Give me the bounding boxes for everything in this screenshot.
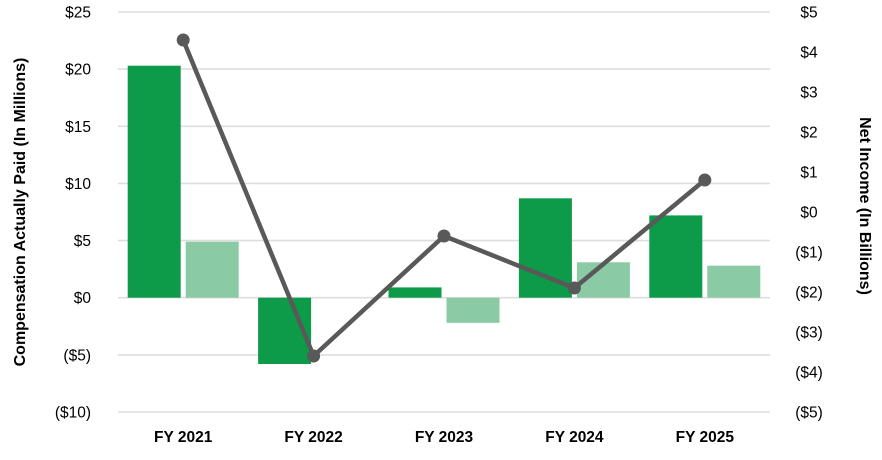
line-gray-marker — [176, 33, 190, 47]
right-axis-tick-label: ($5) — [795, 405, 823, 422]
x-axis-category-label: FY 2022 — [284, 429, 342, 446]
bars-light-green-bar — [446, 297, 500, 323]
left-axis-tick-label: $5 — [74, 233, 91, 250]
right-axis-tick-label: ($2) — [795, 285, 823, 302]
left-axis-tick-label: ($5) — [63, 347, 91, 364]
bars-dark-green-bar — [127, 65, 181, 298]
right-axis-tick-label: $0 — [800, 205, 818, 222]
bars-dark-green-bar — [649, 215, 703, 298]
right-axis-tick-label: $1 — [800, 165, 817, 182]
right-axis-tick-label: $3 — [800, 85, 817, 102]
gridlines — [118, 11, 770, 413]
bars-light-green-bar — [185, 241, 239, 298]
axis-tick-labels: $25 $20 $15 $10 $5 $0 ($5) ($10) $5 $4 $3 $2 $1 $0 ($1… — [55, 5, 823, 447]
left-axis-tick-label: $15 — [65, 119, 91, 136]
bars-dark-green-bar — [388, 287, 442, 298]
right-axis-title: Net Income (In Billions) — [856, 117, 873, 295]
x-axis-category-label: FY 2024 — [545, 429, 604, 446]
line-gray-marker — [307, 349, 321, 363]
left-axis-tick-label: $10 — [65, 176, 91, 193]
x-axis-category-label: FY 2025 — [676, 429, 735, 446]
right-axis-tick-label: ($1) — [795, 245, 823, 262]
bars-light-green-bar — [707, 265, 761, 298]
left-axis-title: Compensation Actually Paid (In Millions) — [12, 58, 29, 367]
right-axis-tick-label: $4 — [800, 45, 818, 62]
right-axis-tick-label: $2 — [800, 125, 817, 142]
right-axis-tick-label: ($4) — [795, 365, 823, 382]
left-axis-tick-label: $20 — [65, 62, 91, 79]
line-gray-marker — [567, 281, 581, 295]
x-axis-category-label: FY 2023 — [415, 429, 474, 446]
right-axis-tick-label: ($3) — [795, 325, 823, 342]
left-axis-tick-label: $25 — [65, 5, 91, 22]
x-axis-category-label: FY 2021 — [154, 429, 213, 446]
line-gray-marker — [698, 173, 712, 187]
line-series — [176, 33, 712, 363]
left-axis-tick-label: $0 — [74, 290, 92, 307]
left-axis-tick-label: ($10) — [55, 405, 91, 422]
line-gray-marker — [437, 229, 451, 243]
right-axis-tick-label: $5 — [800, 5, 817, 22]
